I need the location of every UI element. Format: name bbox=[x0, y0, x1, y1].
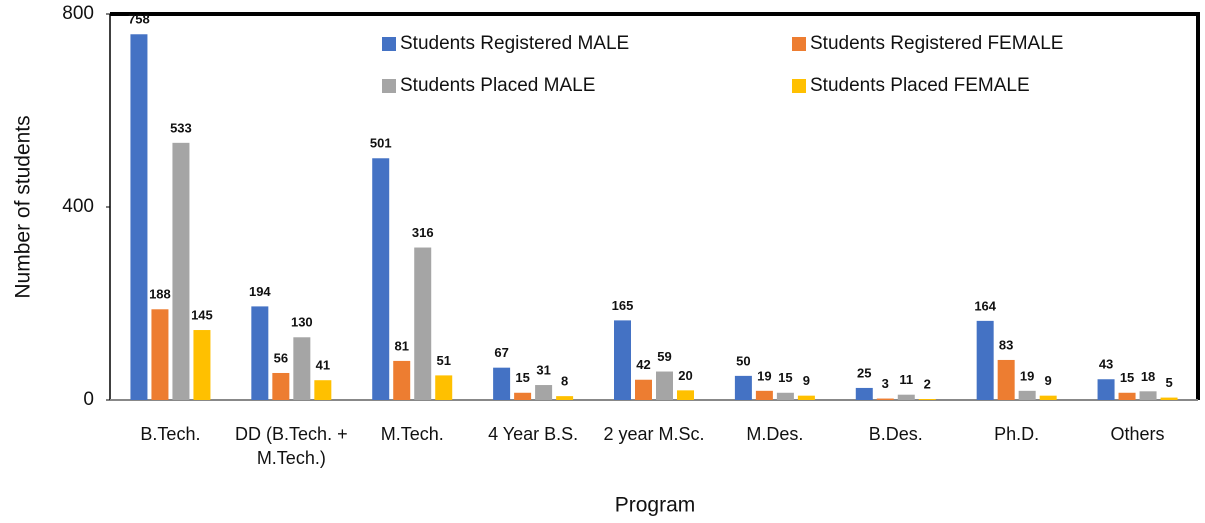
y-tick-label: 400 bbox=[62, 196, 94, 217]
value-label: 19 bbox=[1020, 368, 1034, 383]
x-tick-label: B.Des. bbox=[868, 424, 923, 444]
bar bbox=[1018, 390, 1036, 400]
value-label: 8 bbox=[561, 374, 568, 389]
bar bbox=[656, 371, 673, 400]
y-axis-label: Number of students bbox=[12, 115, 35, 298]
legend-swatch bbox=[382, 37, 396, 51]
value-label: 2 bbox=[924, 376, 931, 391]
bar bbox=[918, 399, 936, 400]
value-label: 43 bbox=[1099, 357, 1113, 372]
value-label: 41 bbox=[316, 358, 330, 373]
x-tick-label: 2 year M.Sc. bbox=[603, 424, 705, 444]
legend-label: Students Placed MALE bbox=[400, 75, 595, 96]
bar bbox=[535, 385, 553, 400]
x-axis-label: Program bbox=[615, 494, 696, 517]
value-label: 31 bbox=[536, 362, 550, 377]
x-tick-label: M.Des. bbox=[746, 424, 804, 444]
bar bbox=[556, 396, 574, 400]
value-label: 9 bbox=[803, 373, 810, 388]
value-label: 533 bbox=[170, 120, 192, 135]
value-label: 42 bbox=[636, 357, 650, 372]
bar bbox=[755, 390, 773, 400]
value-label: 83 bbox=[999, 337, 1013, 352]
value-label: 51 bbox=[436, 353, 450, 368]
bar bbox=[130, 34, 148, 400]
x-tick-label: Others bbox=[1110, 424, 1165, 444]
x-tick-label: Ph.D. bbox=[994, 424, 1040, 444]
bar bbox=[677, 390, 694, 400]
value-label: 501 bbox=[370, 136, 392, 151]
legend-swatch bbox=[792, 37, 806, 51]
value-label: 5 bbox=[1165, 375, 1172, 390]
value-label: 9 bbox=[1045, 373, 1052, 388]
bar bbox=[414, 247, 432, 400]
value-label: 67 bbox=[494, 345, 508, 360]
value-label: 50 bbox=[736, 353, 750, 368]
bar bbox=[976, 320, 994, 400]
legend-label: Students Registered MALE bbox=[400, 33, 629, 54]
value-label: 56 bbox=[274, 350, 288, 365]
legend-label: Students Registered FEMALE bbox=[810, 33, 1063, 54]
bar bbox=[997, 359, 1015, 400]
bar bbox=[855, 387, 873, 400]
bar bbox=[797, 395, 815, 400]
bar bbox=[251, 306, 269, 400]
value-label: 165 bbox=[612, 298, 634, 313]
bar bbox=[172, 142, 190, 400]
bar bbox=[614, 320, 631, 400]
bar bbox=[435, 375, 453, 400]
value-label: 19 bbox=[757, 368, 771, 383]
value-label: 188 bbox=[149, 287, 171, 302]
value-label: 59 bbox=[657, 349, 671, 364]
bar bbox=[293, 337, 311, 400]
value-label: 25 bbox=[857, 365, 871, 380]
legend-swatch bbox=[792, 79, 806, 93]
legend-swatch bbox=[382, 79, 396, 93]
bar bbox=[514, 392, 532, 400]
value-label: 15 bbox=[1120, 370, 1134, 385]
bar bbox=[493, 367, 511, 400]
value-label: 18 bbox=[1141, 369, 1155, 384]
value-label: 81 bbox=[394, 338, 408, 353]
value-label: 15 bbox=[515, 370, 529, 385]
x-tick-label: 4 Year B.S. bbox=[488, 424, 579, 444]
legend-label: Students Placed FEMALE bbox=[810, 75, 1030, 96]
bar bbox=[1097, 379, 1115, 400]
bar bbox=[193, 330, 211, 400]
value-label: 758 bbox=[128, 12, 150, 27]
bar bbox=[876, 398, 894, 400]
value-label: 194 bbox=[249, 284, 271, 299]
value-label: 20 bbox=[678, 368, 692, 383]
bar bbox=[1160, 397, 1178, 400]
value-label: 11 bbox=[899, 372, 913, 387]
x-tick-label: DD (B.Tech. + M.Tech.) bbox=[235, 424, 348, 468]
bar bbox=[272, 372, 290, 400]
bar bbox=[734, 375, 752, 400]
value-label: 164 bbox=[974, 298, 996, 313]
bar bbox=[776, 392, 794, 400]
bar bbox=[372, 158, 390, 400]
value-label: 3 bbox=[882, 376, 889, 391]
y-tick-label: 0 bbox=[83, 389, 94, 410]
bar bbox=[393, 360, 411, 400]
bar bbox=[151, 309, 169, 400]
bar bbox=[897, 394, 915, 400]
bar bbox=[1139, 391, 1157, 400]
value-label: 316 bbox=[412, 225, 434, 240]
x-tick-label: B.Tech. bbox=[140, 424, 201, 444]
bar bbox=[314, 380, 332, 400]
value-label: 130 bbox=[291, 315, 313, 330]
y-tick-label: 800 bbox=[62, 3, 94, 24]
x-tick-label: M.Tech. bbox=[380, 424, 444, 444]
bar bbox=[1039, 395, 1057, 400]
value-label: 15 bbox=[778, 370, 792, 385]
value-label: 145 bbox=[191, 307, 213, 322]
bar bbox=[1118, 392, 1136, 400]
bar bbox=[635, 379, 652, 400]
